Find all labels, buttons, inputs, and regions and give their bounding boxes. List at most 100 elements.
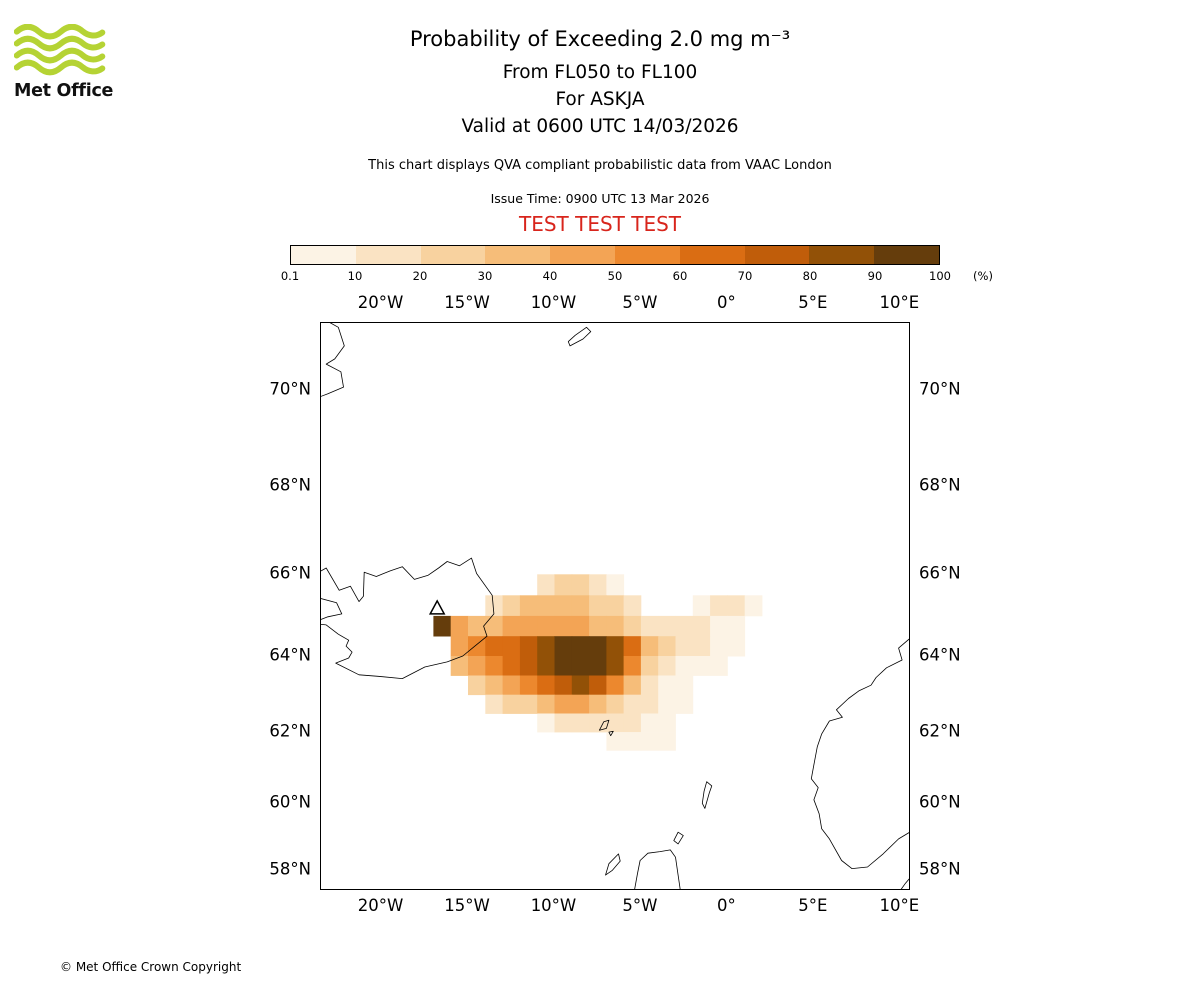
plume-cell xyxy=(658,732,676,751)
plume-cell xyxy=(710,595,728,617)
plume-cell xyxy=(606,713,625,733)
plume-cell xyxy=(658,713,676,733)
plume-cell xyxy=(623,694,642,714)
plume-cell xyxy=(589,574,607,596)
plume-cell xyxy=(554,713,573,733)
plume-cell xyxy=(554,656,573,676)
scotland-coastline xyxy=(634,849,681,889)
iceland-coastline xyxy=(321,557,495,679)
plume-cell xyxy=(450,615,469,637)
plume-cell xyxy=(485,656,503,676)
plume-cell xyxy=(537,694,555,714)
legend-tick-label: 20 xyxy=(412,269,428,283)
plume-cell xyxy=(537,713,555,733)
plume-cell xyxy=(640,636,659,657)
lon-tick-label-bottom: 15°W xyxy=(444,896,490,915)
lon-tick-label-bottom: 20°W xyxy=(357,896,404,915)
plume-cell xyxy=(485,675,503,696)
plume-cell xyxy=(606,595,625,617)
plume-cell xyxy=(640,656,659,676)
plume-cell xyxy=(675,615,694,637)
legend-segment xyxy=(291,246,356,264)
plume-cell xyxy=(537,615,555,637)
faroe-islands-coastline xyxy=(599,719,610,731)
plume-cell xyxy=(571,636,590,657)
plume-cell xyxy=(692,656,711,676)
met-office-waves-icon xyxy=(13,23,106,76)
plume-cell xyxy=(502,615,521,637)
plume-cell xyxy=(554,636,573,657)
plume-cell xyxy=(675,636,694,657)
plume-cell xyxy=(571,615,590,637)
plume-cell xyxy=(623,656,642,676)
plume-cell xyxy=(519,615,538,637)
plume-cell xyxy=(606,732,625,751)
plume-cell xyxy=(554,574,573,596)
plume-cell xyxy=(537,675,555,696)
probability-color-legend: (%) 0.1 10 20 30 40 50 60 70 80 90 100 xyxy=(281,245,993,283)
legend-segment xyxy=(874,246,939,264)
subtitle-flight-levels: From FL050 to FL100 xyxy=(502,62,698,83)
plume-cell xyxy=(710,656,728,676)
legend-segment xyxy=(420,246,486,264)
plume-cell xyxy=(710,615,728,637)
lat-tick-label-right: 58°N xyxy=(919,859,961,879)
plume-cell xyxy=(554,595,573,617)
legend-segment xyxy=(355,246,421,264)
volcano-marker xyxy=(428,599,446,615)
plume-cell xyxy=(502,636,521,657)
plume-cell xyxy=(537,656,555,676)
lon-tick-label-top: 20°W xyxy=(357,293,404,312)
lon-tick-label-top: 5°W xyxy=(622,293,658,312)
plume-cell xyxy=(537,636,555,657)
legend-color-bar xyxy=(290,245,940,265)
plume-cell xyxy=(485,595,503,617)
plume-cell xyxy=(468,615,486,637)
plume-cell xyxy=(675,675,694,696)
plume-cell xyxy=(519,636,538,657)
plume-cell xyxy=(554,615,573,637)
plume-cell xyxy=(692,636,711,657)
legend-segment xyxy=(485,246,551,264)
plume-cell xyxy=(589,636,607,657)
plume-cell xyxy=(485,694,503,714)
plume-cell xyxy=(727,595,746,617)
plume-cell xyxy=(485,636,503,657)
lat-tick-label-left: 70°N xyxy=(269,379,311,399)
plume-cell xyxy=(606,675,625,696)
faroe-islands-coastline xyxy=(608,730,614,737)
plume-cell xyxy=(640,732,659,751)
lon-tick-label-top: 5°E xyxy=(798,293,828,312)
plume-cell xyxy=(692,615,711,637)
legend-tick-label: 40 xyxy=(542,269,558,283)
plume-cell xyxy=(606,694,625,714)
plume-cell xyxy=(589,694,607,714)
plume-cell xyxy=(623,675,642,696)
subtitle-valid-time: Valid at 0600 UTC 14/03/2026 xyxy=(461,116,739,137)
plume-cell xyxy=(485,615,503,637)
norway-coastline xyxy=(810,638,909,869)
plume-cell xyxy=(589,713,607,733)
plume-cell xyxy=(502,675,521,696)
plume-cell xyxy=(571,694,590,714)
legend-segment xyxy=(809,246,875,264)
plume-cell xyxy=(640,713,659,733)
qva-compliance-note: This chart displays QVA compliant probab… xyxy=(368,158,832,173)
legend-tick-label: 100 xyxy=(929,269,951,283)
plume-cell xyxy=(727,615,746,637)
plume-cell xyxy=(450,656,469,676)
subtitle-volcano: For ASKJA xyxy=(555,89,645,110)
lat-tick-label-right: 70°N xyxy=(919,379,961,399)
plume-cell xyxy=(623,713,642,733)
legend-tick-label: 50 xyxy=(607,269,623,283)
legend-tick-label: 30 xyxy=(477,269,493,283)
lon-tick-label-top: 0° xyxy=(717,293,736,312)
issue-time-label: Issue Time: 0900 UTC 13 Mar 2026 xyxy=(490,191,710,206)
plume-cell xyxy=(554,675,573,696)
legend-tick-label: 10 xyxy=(347,269,363,283)
plume-cell xyxy=(623,615,642,637)
lon-tick-label-top: 10°W xyxy=(530,293,577,312)
lat-tick-label-right: 64°N xyxy=(919,645,961,665)
hebrides-coastline xyxy=(605,853,621,876)
plume-cell xyxy=(658,694,676,714)
